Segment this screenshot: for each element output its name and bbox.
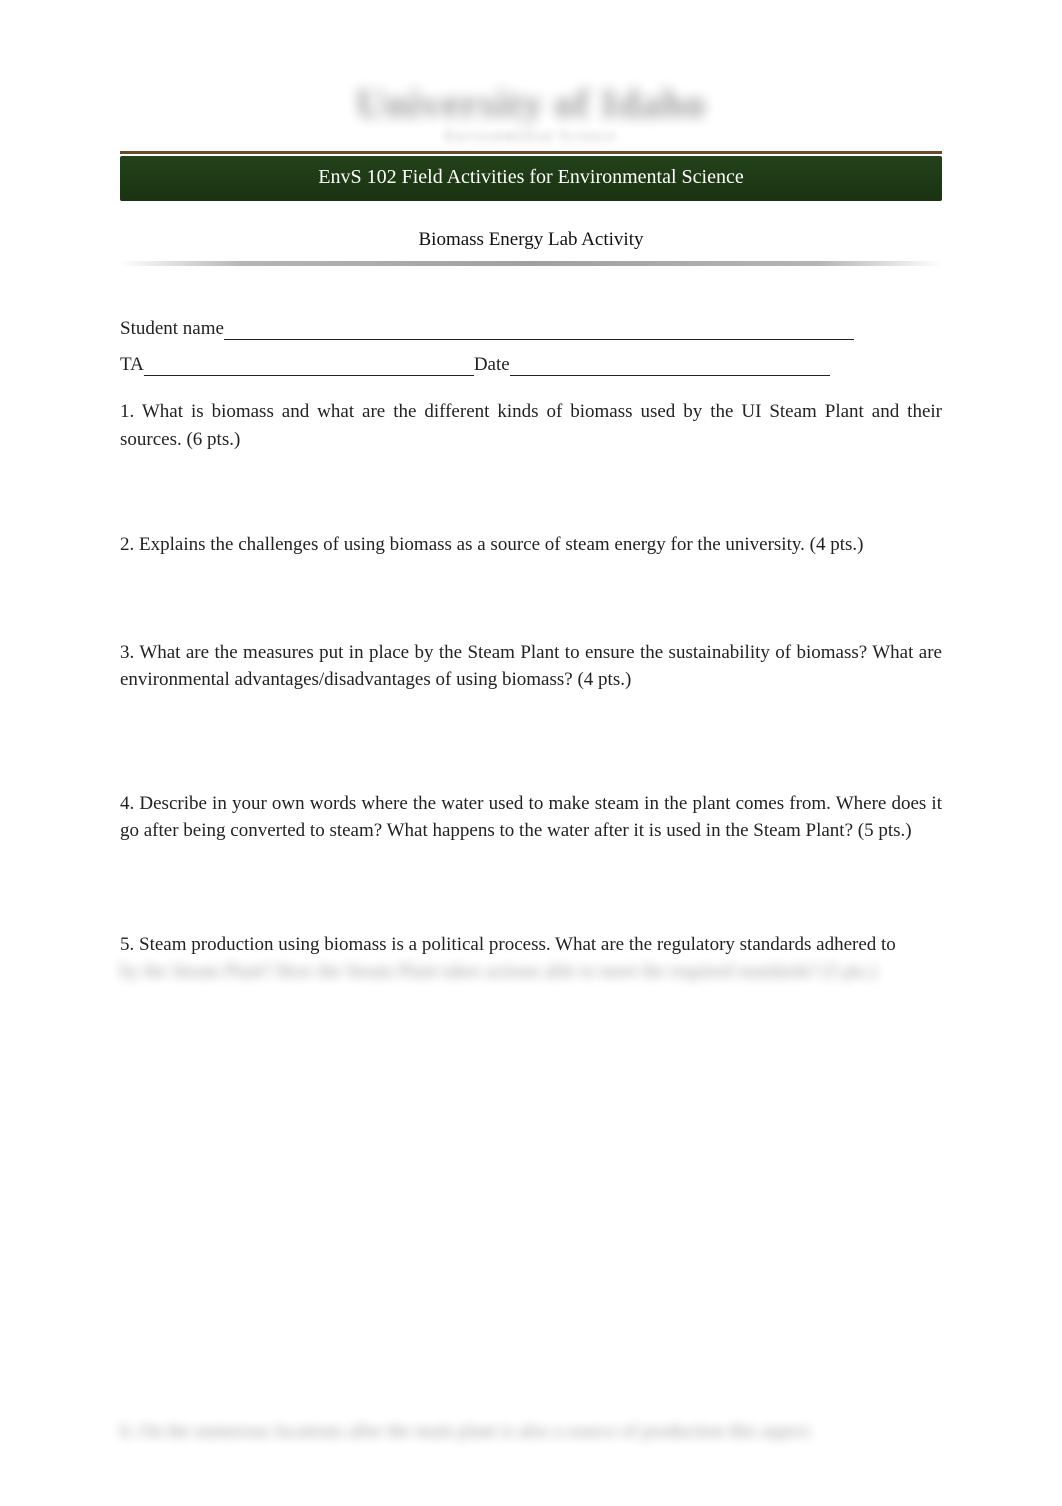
brown-divider bbox=[120, 151, 942, 154]
question-text: Describe in your own words where the wat… bbox=[120, 793, 942, 842]
university-logo-blurred: University of Idaho Environmental Scienc… bbox=[120, 80, 942, 145]
question-4: 4. Describe in your own words where the … bbox=[120, 790, 942, 845]
question-number: 4. bbox=[120, 793, 139, 814]
university-name: University of Idaho bbox=[356, 81, 706, 126]
student-name-label: Student name bbox=[120, 318, 224, 340]
question-number: 2. bbox=[120, 534, 139, 555]
question-text: What are the measures put in place by th… bbox=[120, 642, 942, 691]
question-text: What is biomass and what are the differe… bbox=[120, 401, 942, 450]
question-1: 1. What is biomass and what are the diff… bbox=[120, 398, 942, 453]
question-number: 5. bbox=[120, 934, 139, 955]
course-banner: EnvS 102 Field Activities for Environmen… bbox=[120, 156, 942, 201]
question-3: 3. What are the measures put in place by… bbox=[120, 639, 942, 694]
question-2: 2. Explains the challenges of using biom… bbox=[120, 531, 942, 559]
activity-title: Biomass Energy Lab Activity bbox=[120, 229, 942, 251]
student-name-row: Student name bbox=[120, 318, 942, 340]
question-6-blurred: 6. On the numerous locations after the m… bbox=[120, 1418, 942, 1446]
worksheet-page: University of Idaho Environmental Scienc… bbox=[0, 0, 1062, 1506]
question-text: Explains the challenges of using biomass… bbox=[139, 534, 863, 555]
date-blank[interactable] bbox=[510, 358, 830, 376]
question-5: 5. Steam production using biomass is a p… bbox=[120, 931, 942, 959]
question-5-blurred-continuation: by the Steam Plant? How the Steam Plant … bbox=[120, 958, 942, 986]
question-text: Steam production using biomass is a poli… bbox=[139, 934, 896, 955]
question-number: 3. bbox=[120, 642, 139, 663]
ta-blank[interactable] bbox=[144, 358, 474, 376]
university-subtext: Environmental Science bbox=[120, 129, 942, 145]
question-number: 1. bbox=[120, 401, 142, 422]
ta-label: TA bbox=[120, 354, 144, 376]
course-banner-text: EnvS 102 Field Activities for Environmen… bbox=[318, 166, 743, 188]
date-label: Date bbox=[474, 354, 510, 376]
gradient-divider bbox=[120, 261, 942, 266]
ta-date-row: TA Date bbox=[120, 354, 942, 376]
student-name-blank[interactable] bbox=[224, 322, 854, 340]
